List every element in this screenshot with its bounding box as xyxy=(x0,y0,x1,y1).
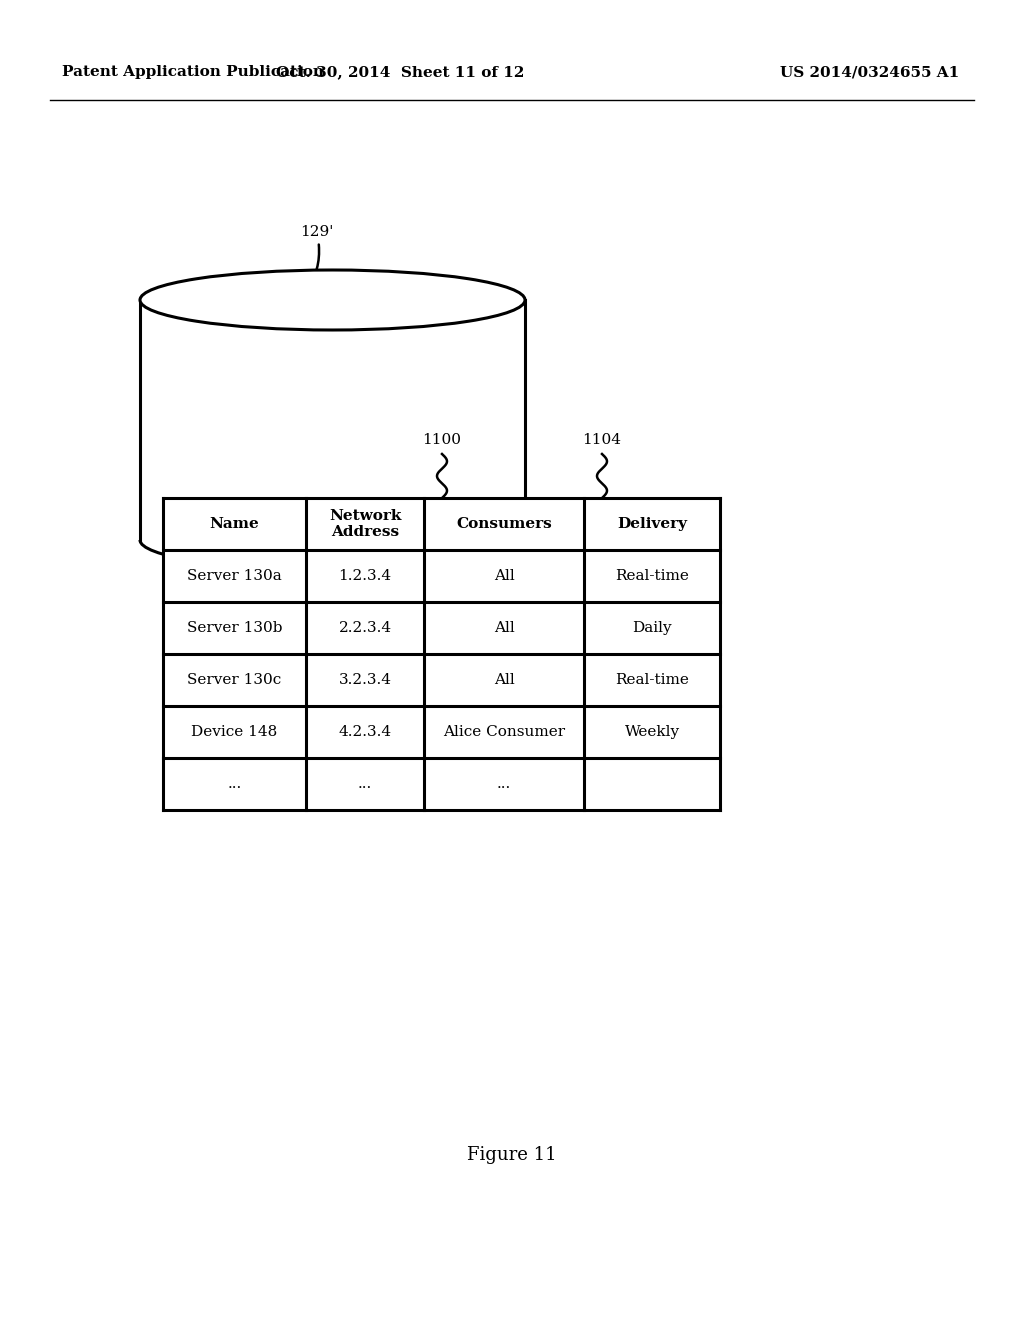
Text: Figure 11: Figure 11 xyxy=(467,1146,557,1164)
Text: Device 148: Device 148 xyxy=(191,725,278,739)
Text: 3.2.3.4: 3.2.3.4 xyxy=(339,673,391,686)
Text: Server 130a: Server 130a xyxy=(187,569,282,583)
Text: Delivery: Delivery xyxy=(617,517,687,531)
Text: 1104: 1104 xyxy=(583,433,622,447)
Text: 129': 129' xyxy=(300,224,334,290)
Text: Patent Application Publication: Patent Application Publication xyxy=(62,65,324,79)
Text: Consumers: Consumers xyxy=(456,517,552,531)
Text: Server 130c: Server 130c xyxy=(187,673,282,686)
Ellipse shape xyxy=(140,271,525,330)
Text: Weekly: Weekly xyxy=(625,725,680,739)
Text: Alice Consumer: Alice Consumer xyxy=(443,725,565,739)
Text: ...: ... xyxy=(497,777,511,791)
Text: All: All xyxy=(494,620,514,635)
Text: 4.2.3.4: 4.2.3.4 xyxy=(339,725,391,739)
Text: Server 130b: Server 130b xyxy=(186,620,283,635)
Text: Name: Name xyxy=(210,517,259,531)
Text: 1100: 1100 xyxy=(423,433,462,447)
Bar xyxy=(140,300,525,540)
Text: All: All xyxy=(494,673,514,686)
Text: US 2014/0324655 A1: US 2014/0324655 A1 xyxy=(780,65,959,79)
Text: ...: ... xyxy=(227,777,242,791)
Text: ...: ... xyxy=(357,777,372,791)
Text: Real-time: Real-time xyxy=(615,569,689,583)
Text: 2.2.3.4: 2.2.3.4 xyxy=(339,620,391,635)
Text: Network
Address: Network Address xyxy=(329,508,401,540)
Text: Daily: Daily xyxy=(632,620,672,635)
Bar xyxy=(163,498,720,810)
Text: 1.2.3.4: 1.2.3.4 xyxy=(339,569,391,583)
Text: Real-time: Real-time xyxy=(615,673,689,686)
Text: All: All xyxy=(494,569,514,583)
Text: Oct. 30, 2014  Sheet 11 of 12: Oct. 30, 2014 Sheet 11 of 12 xyxy=(275,65,524,79)
